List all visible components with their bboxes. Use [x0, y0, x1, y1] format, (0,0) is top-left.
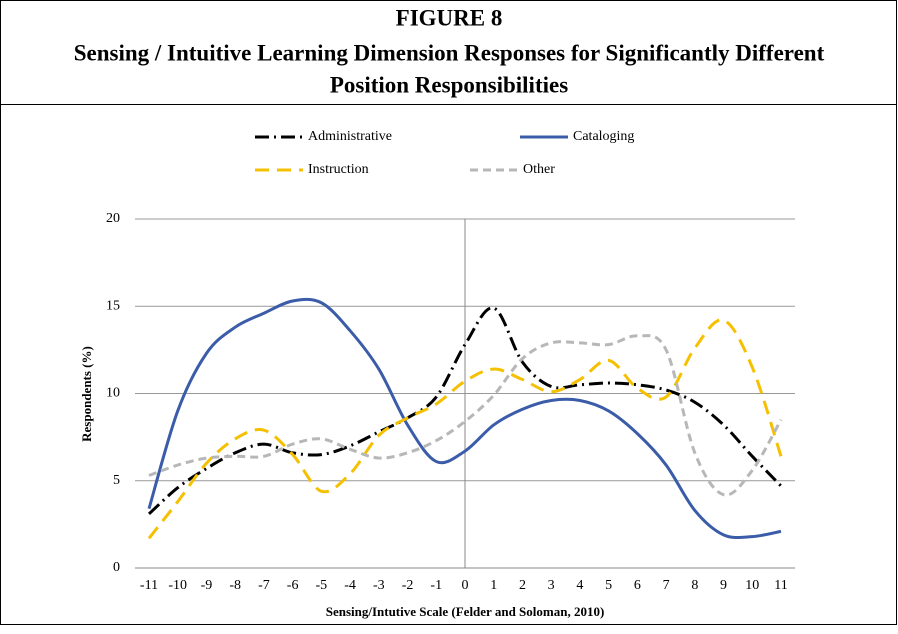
x-tick-label: -11: [140, 578, 158, 593]
y-tick-label: 0: [113, 560, 120, 575]
x-tick-label: -1: [430, 578, 442, 593]
x-tick-label: -6: [287, 578, 299, 593]
legend-label: Other: [523, 162, 555, 177]
x-tick-label: 7: [663, 578, 670, 593]
x-tick-label: 3: [548, 578, 555, 593]
chart-title: Sensing / Intuitive Learning Dimension R…: [74, 40, 825, 65]
series-line: [147, 306, 783, 516]
figure-label: FIGURE 8: [396, 5, 503, 30]
y-tick-label: 10: [106, 386, 120, 401]
legend-label: Instruction: [308, 162, 369, 177]
x-tick-label: 11: [774, 578, 787, 593]
x-tick-label: 9: [720, 578, 727, 593]
x-tick-label: 1: [490, 578, 497, 593]
legend-label: Administrative: [308, 129, 392, 144]
y-tick-label: 15: [106, 298, 120, 313]
x-tick-label: 5: [605, 578, 612, 593]
x-tick-label: -9: [201, 578, 213, 593]
x-tick-label: 0: [462, 578, 469, 593]
x-tick-label: -2: [402, 578, 414, 593]
x-axis-label: Sensing/Intutive Scale (Felder and Solom…: [326, 604, 605, 619]
series-line: [148, 334, 783, 497]
x-tick-label: 6: [634, 578, 641, 593]
series-line: [147, 297, 782, 540]
x-tick-label: -7: [258, 578, 270, 593]
legend-label: Cataloging: [573, 129, 634, 144]
x-tick-label: 10: [745, 578, 759, 593]
x-tick-label: -10: [168, 578, 187, 593]
series-line: [147, 318, 783, 540]
x-tick-label: -4: [344, 578, 356, 593]
y-tick-label: 20: [106, 211, 120, 226]
x-tick-label: 8: [691, 578, 698, 593]
x-tick-label: -3: [373, 578, 385, 593]
x-tick-label: 2: [519, 578, 526, 593]
y-tick-label: 5: [113, 473, 120, 488]
chart-title: Position Responsibilities: [330, 72, 568, 97]
x-tick-label: -5: [316, 578, 328, 593]
x-tick-label: -8: [229, 578, 241, 593]
y-axis-label: Respondents (%): [79, 346, 94, 442]
x-tick-label: 4: [576, 578, 583, 593]
